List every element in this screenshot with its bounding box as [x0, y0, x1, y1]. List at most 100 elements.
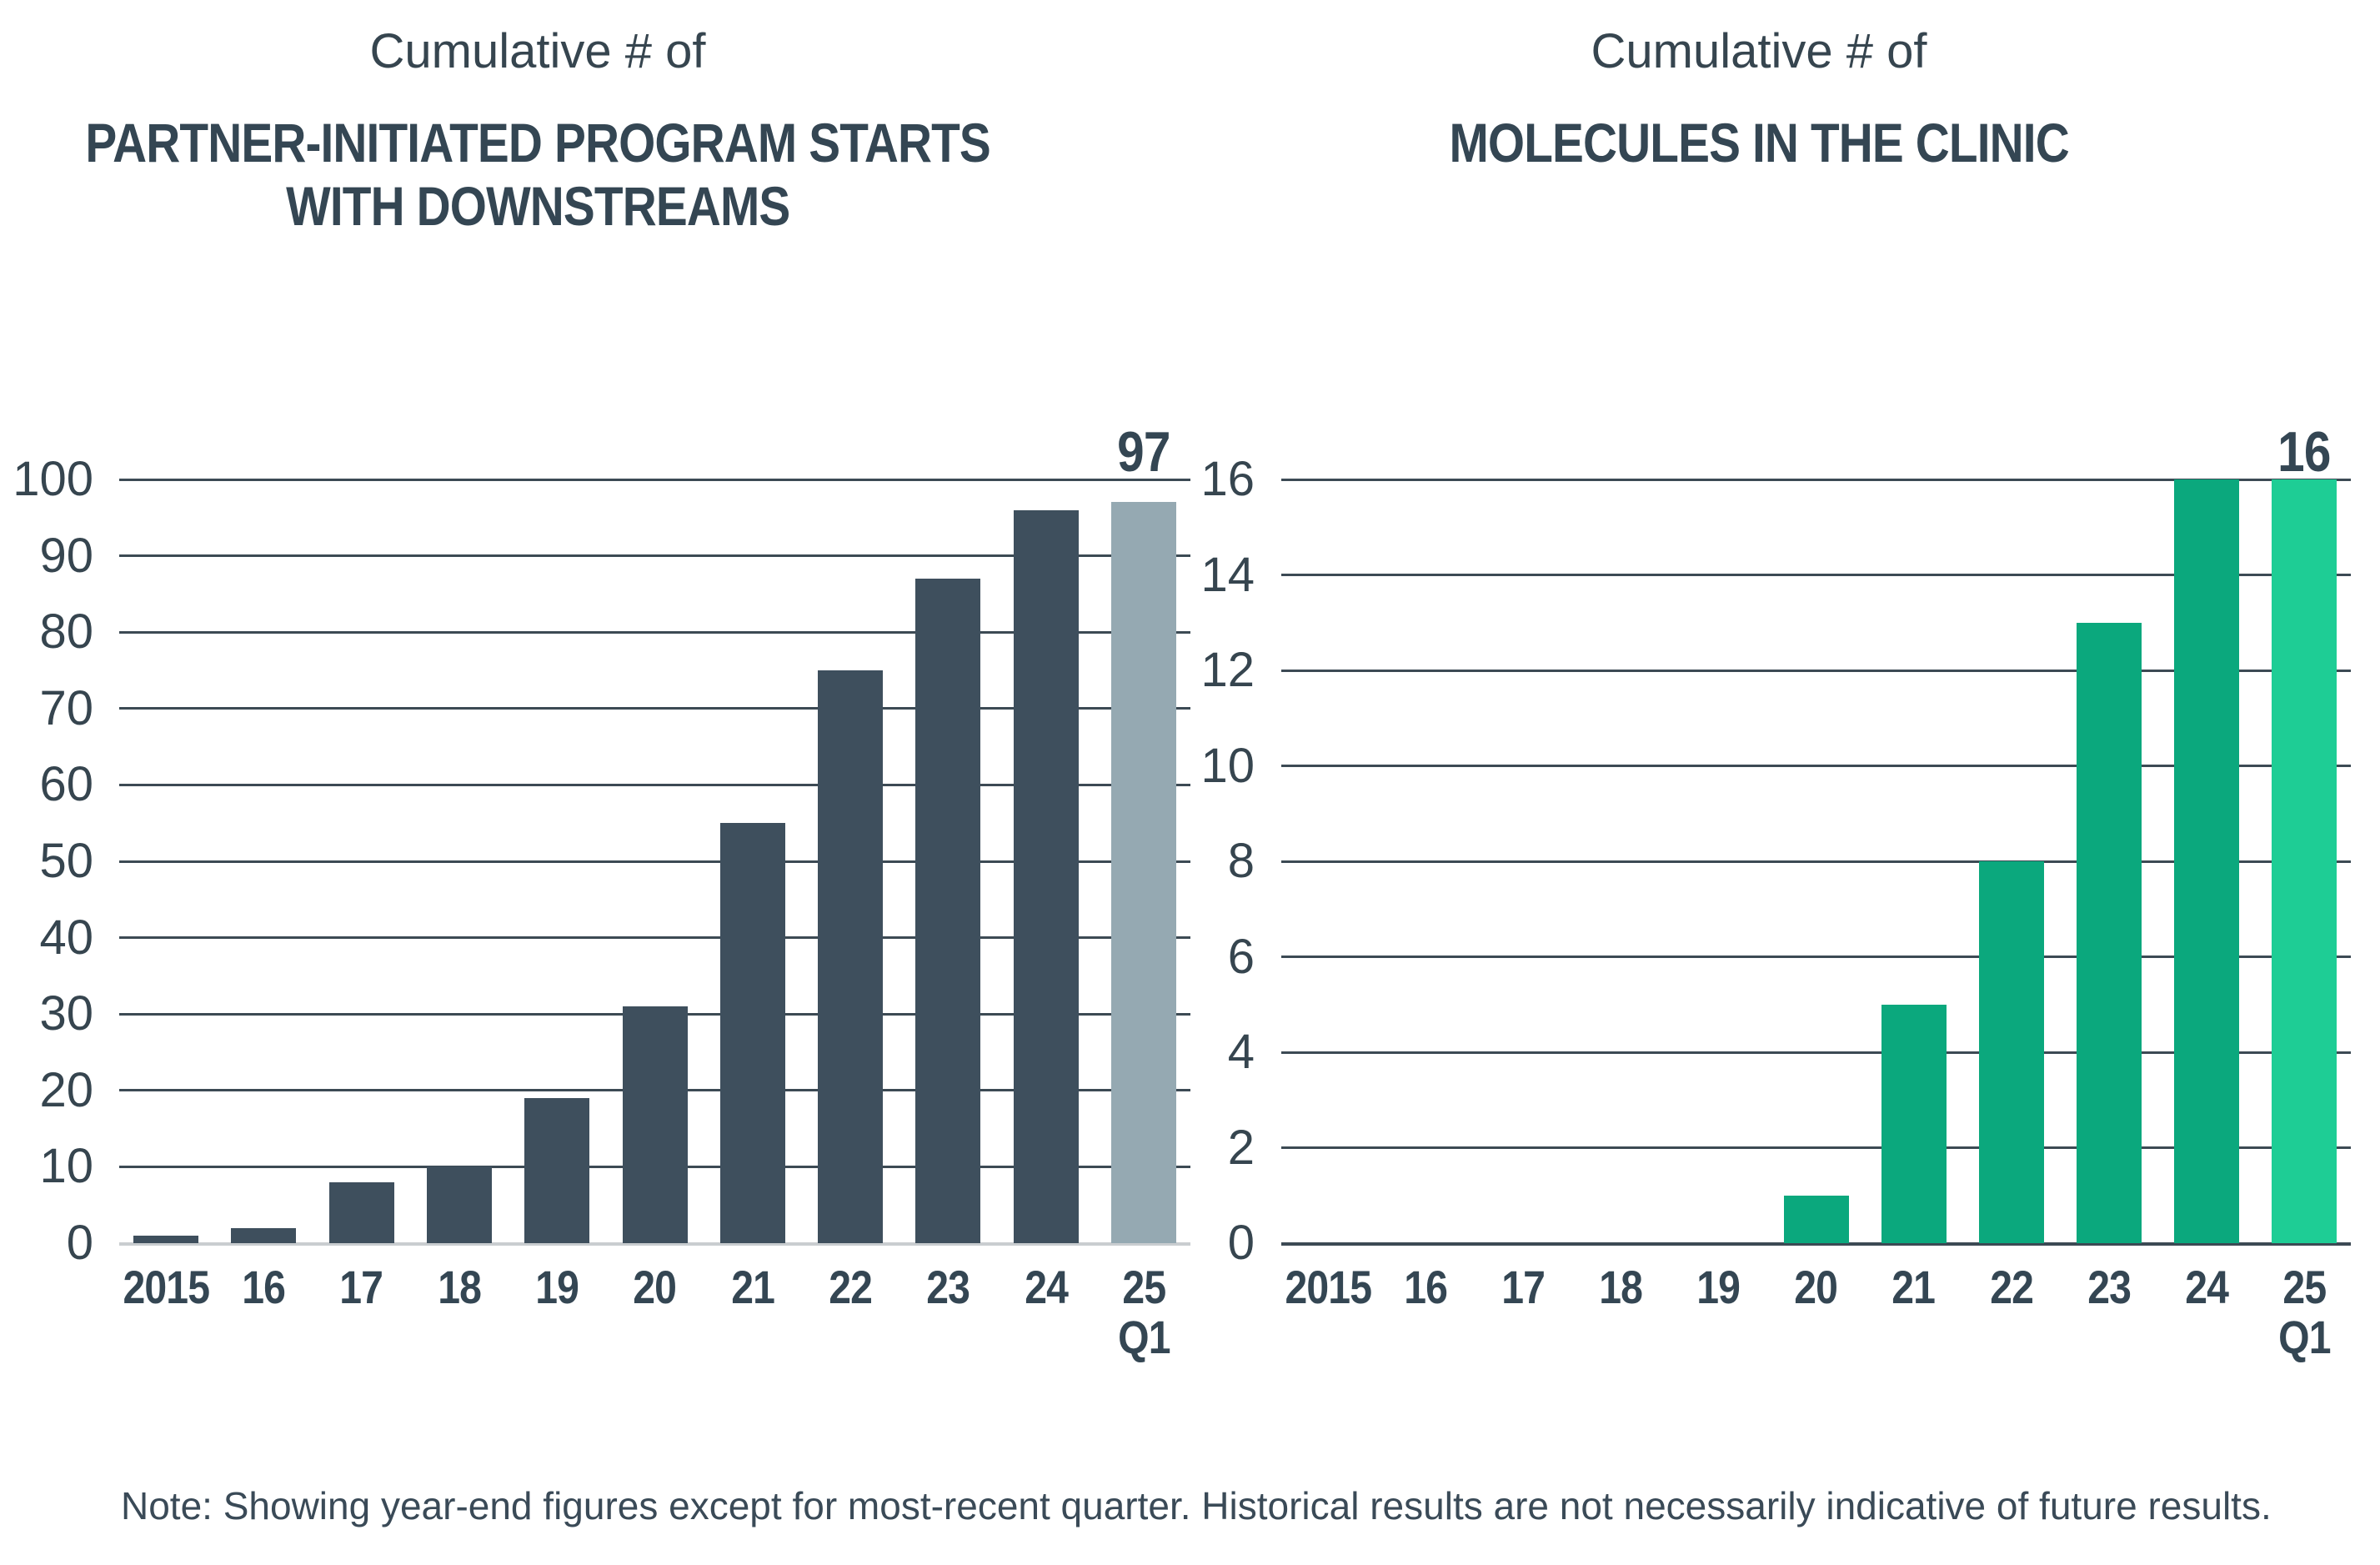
- gridline: [119, 554, 1190, 558]
- y-tick-label: 12: [1200, 643, 1255, 697]
- y-tick-label: 10: [1200, 738, 1255, 793]
- x-tick-label: 20: [1725, 1262, 1908, 1312]
- y-tick-label: 50: [39, 834, 93, 888]
- x-tick-label-text: 24: [1024, 1261, 1069, 1313]
- x-tick-label: 16: [1334, 1262, 1517, 1312]
- bar-20: [1783, 1195, 1849, 1243]
- y-tick-label: 60: [39, 757, 93, 812]
- x-tick-label: 18: [1529, 1262, 1712, 1312]
- x-tick-label: 23: [2017, 1262, 2201, 1312]
- x-tick-label: 22: [759, 1262, 942, 1312]
- gridline: [1281, 860, 2351, 863]
- chart-right-title-row1: MOLECULES IN THE CLINIC: [1217, 111, 2301, 174]
- gridline: [119, 478, 1190, 481]
- y-tick-label: 14: [1200, 547, 1255, 602]
- x-tick-label-text: 18: [1599, 1261, 1643, 1313]
- last-value-text: 16: [2277, 420, 2331, 484]
- x-tick-label-text: 23: [926, 1261, 970, 1313]
- x-tick-label: 19: [1626, 1262, 1810, 1312]
- x-tick-label: 22: [1920, 1262, 2103, 1312]
- bar-23: [2076, 622, 2142, 1243]
- x-tick-label-text: 17: [1501, 1261, 1546, 1313]
- gridline: [119, 630, 1190, 634]
- x-tick-label: 17: [1431, 1262, 1615, 1312]
- bar-20: [622, 1006, 688, 1243]
- bar-22: [1978, 861, 2044, 1243]
- chart-left-title: PARTNER-INITIATED PROGRAM STARTS WITH DO…: [0, 111, 1075, 238]
- x-tick-label-text: 16: [242, 1261, 286, 1313]
- gridline: [119, 860, 1190, 863]
- gridline: [1281, 574, 2351, 576]
- x-tick-label: 25 Q1: [1052, 1262, 1235, 1362]
- x-tick-label-text: 21: [730, 1261, 775, 1313]
- bar-25-Q1: [2272, 479, 2337, 1243]
- bar-23: [915, 579, 981, 1243]
- gridline: [1281, 765, 2351, 767]
- x-tick-label-text: 16: [1404, 1261, 1448, 1313]
- y-tick-label: 10: [39, 1139, 93, 1194]
- footnote: Note: Showing year-end figures except fo…: [121, 1484, 2272, 1527]
- x-tick-label-text: 19: [1696, 1261, 1741, 1313]
- x-tick-label-text: 2015: [123, 1261, 210, 1313]
- chart-left-last-value-label: 97: [1019, 423, 1269, 481]
- x-tick-label-text: 22: [829, 1261, 873, 1313]
- x-tick-label: 23: [856, 1262, 1040, 1312]
- y-tick-label: 4: [1227, 1025, 1255, 1079]
- bar-22: [818, 670, 884, 1243]
- x-tick-label-text: 20: [633, 1261, 678, 1313]
- y-tick-label: 20: [39, 1062, 93, 1117]
- x-tick-label: 17: [270, 1262, 453, 1312]
- y-tick-label: 40: [39, 910, 93, 965]
- chart-left-title-row2: WITH DOWNSTREAMS: [0, 174, 1075, 238]
- y-tick-label: 16: [1200, 452, 1255, 506]
- x-tick-label-text: 21: [1891, 1261, 1937, 1313]
- chart-left-subtitle: Cumulative # of: [369, 24, 706, 78]
- chart-left-title-row1: PARTNER-INITIATED PROGRAM STARTS: [0, 111, 1075, 174]
- x-tick-label-text: 25 Q1: [2277, 1261, 2331, 1363]
- y-tick-label: 80: [39, 604, 93, 660]
- x-axis-line: [1281, 1241, 2351, 1246]
- bar-21: [1881, 1004, 1947, 1243]
- x-tick-label: 18: [368, 1262, 551, 1312]
- x-axis-line: [119, 1241, 1190, 1246]
- x-tick-label: 16: [172, 1262, 355, 1312]
- y-tick-label: 90: [39, 528, 93, 583]
- x-tick-label-text: 23: [2087, 1261, 2132, 1313]
- chart-right-last-value-label: 16: [2179, 423, 2380, 481]
- chart-right-title-line1: MOLECULES IN THE CLINIC: [1449, 112, 2069, 173]
- x-tick-label: 25 Q1: [2212, 1262, 2380, 1362]
- bar-24: [2173, 479, 2239, 1243]
- gridline: [1281, 1146, 2351, 1149]
- y-tick-label: 30: [39, 986, 93, 1041]
- bar-21: [719, 823, 785, 1243]
- gridline: [1281, 478, 2351, 481]
- x-tick-label-text: 19: [535, 1261, 579, 1313]
- last-value-text: 97: [1117, 420, 1170, 484]
- bar-17: [328, 1181, 394, 1243]
- gridline: [119, 936, 1190, 940]
- x-tick-label-text: 2015: [1285, 1261, 1372, 1313]
- gridline: [119, 783, 1190, 786]
- x-tick-label-text: 22: [1989, 1261, 2034, 1313]
- bar-2015: [133, 1235, 198, 1243]
- bar-16: [231, 1227, 297, 1243]
- gridline: [1281, 956, 2351, 958]
- gridline: [1281, 1051, 2351, 1054]
- bar-25-Q1: [1111, 502, 1176, 1243]
- y-tick-label: 0: [1227, 1216, 1255, 1270]
- bar-19: [524, 1097, 590, 1243]
- y-tick-label: 0: [66, 1216, 93, 1270]
- x-tick-label-text: 20: [1794, 1261, 1839, 1313]
- x-tick-label-text: 24: [2184, 1261, 2229, 1313]
- x-tick-label: 2015: [74, 1262, 258, 1312]
- x-tick-label: 21: [661, 1262, 844, 1312]
- y-tick-label: 2: [1227, 1120, 1255, 1175]
- gridline: [119, 707, 1190, 710]
- chart-left-title-line1: PARTNER-INITIATED PROGRAM STARTS: [85, 112, 990, 173]
- x-tick-label: 24: [955, 1262, 1138, 1312]
- y-tick-label: 70: [39, 680, 93, 735]
- x-tick-label-text: 25 Q1: [1117, 1261, 1170, 1363]
- x-tick-label: 21: [1822, 1262, 2006, 1312]
- bar-24: [1013, 509, 1079, 1243]
